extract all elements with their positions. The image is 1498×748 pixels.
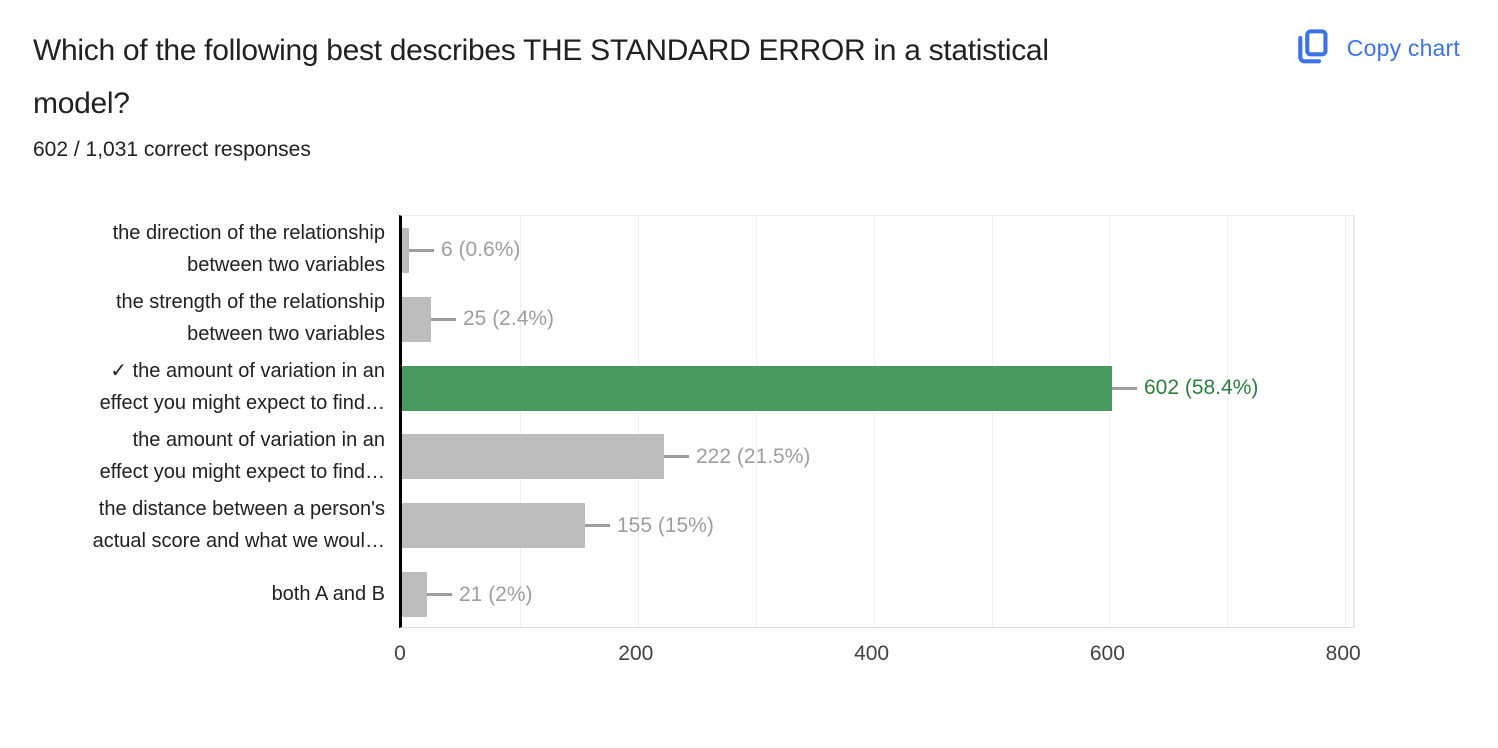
- bar-correct-answer[interactable]: [402, 365, 1112, 411]
- category-label-line: effect you might expect to find…: [99, 460, 385, 483]
- category-labels: the direction of the relationship between…: [0, 215, 391, 628]
- bar-row: 155 (15%): [402, 491, 1353, 560]
- category-label-line: actual score and what we woul…: [92, 529, 385, 552]
- category-label-line: the strength of the relationship: [115, 291, 385, 314]
- value-label: 155 (15%): [617, 513, 714, 537]
- category-label: the amount of variation in an effect you …: [0, 422, 391, 491]
- value-connector-line: [427, 593, 452, 597]
- x-tick-label-200: 200: [618, 642, 654, 665]
- correct-responses-summary: 602 / 1,031 correct responses: [33, 138, 311, 161]
- gridline-500: [991, 216, 993, 627]
- x-tick-label-0: 0: [394, 642, 406, 665]
- category-label-line: ✓ the amount of variation in an: [110, 360, 385, 383]
- category-label-line: between two variables: [187, 254, 385, 277]
- bar-row: 21 (2%): [402, 560, 1353, 629]
- copy-icon: [1298, 29, 1328, 64]
- gridline-300: [755, 216, 757, 627]
- bar[interactable]: [402, 296, 431, 342]
- value-connector-line: [409, 248, 434, 252]
- value-label: 222 (21.5%): [696, 444, 811, 468]
- x-tick-label-400: 400: [854, 642, 890, 665]
- bar-row: 25 (2.4%): [402, 285, 1353, 354]
- bar-row: 6 (0.6%): [402, 216, 1353, 285]
- category-label-line: both A and B: [271, 582, 385, 605]
- category-label: both A and B: [0, 559, 391, 628]
- category-label-line: between two variables: [187, 323, 385, 346]
- value-connector-line: [585, 524, 610, 528]
- bar-row: 602 (58.4%): [402, 354, 1353, 423]
- bar-row: 222 (21.5%): [402, 423, 1353, 492]
- bar[interactable]: [402, 434, 664, 480]
- value-label: 6 (0.6%): [441, 238, 521, 262]
- category-label: ✓ the amount of variation in an effect yo…: [0, 353, 391, 422]
- x-tick-label-600: 600: [1089, 642, 1125, 665]
- value-label: 602 (58.4%): [1144, 376, 1259, 400]
- value-label: 21 (2%): [459, 582, 533, 606]
- category-label: the direction of the relationship between…: [0, 215, 391, 284]
- value-label: 25 (2.4%): [463, 307, 555, 331]
- gridline-400: [873, 216, 875, 627]
- gridline-800: [1345, 216, 1347, 627]
- category-label: the distance between a person's actual sc…: [0, 490, 391, 559]
- copy-chart-label: Copy chart: [1346, 34, 1460, 61]
- bar-chart: the direction of the relationship between…: [0, 215, 1498, 685]
- question-title-line1: Which of the following best describes TH…: [33, 34, 1049, 67]
- gridline-100: [519, 216, 521, 627]
- gridline-200: [637, 216, 639, 627]
- value-connector-line: [664, 455, 689, 459]
- x-tick-label-800: 800: [1325, 642, 1361, 665]
- copy-chart-button[interactable]: Copy chart: [1291, 24, 1462, 72]
- value-connector-line: [431, 317, 456, 321]
- category-label-line: effect you might expect to find…: [99, 392, 385, 415]
- gridline-600: [1109, 216, 1111, 627]
- category-label: the strength of the relationship between …: [0, 284, 391, 353]
- bar[interactable]: [402, 503, 585, 549]
- category-label-line: the amount of variation in an: [132, 428, 385, 451]
- question-title: Which of the following best describes TH…: [33, 24, 1049, 130]
- category-label-line: the direction of the relationship: [112, 222, 385, 245]
- bar[interactable]: [402, 572, 427, 618]
- category-label-line: the distance between a person's: [98, 497, 385, 520]
- question-title-line2: model?: [33, 87, 130, 120]
- value-connector-line: [1112, 386, 1137, 390]
- plot-area: 6 (0.6%) 25 (2.4%) 602 (58.4%) 222 (21.5%) 1…: [399, 215, 1355, 628]
- gridline-700: [1227, 216, 1229, 627]
- x-axis: 0 200 400 600 800: [394, 642, 1361, 672]
- bar[interactable]: [402, 227, 409, 273]
